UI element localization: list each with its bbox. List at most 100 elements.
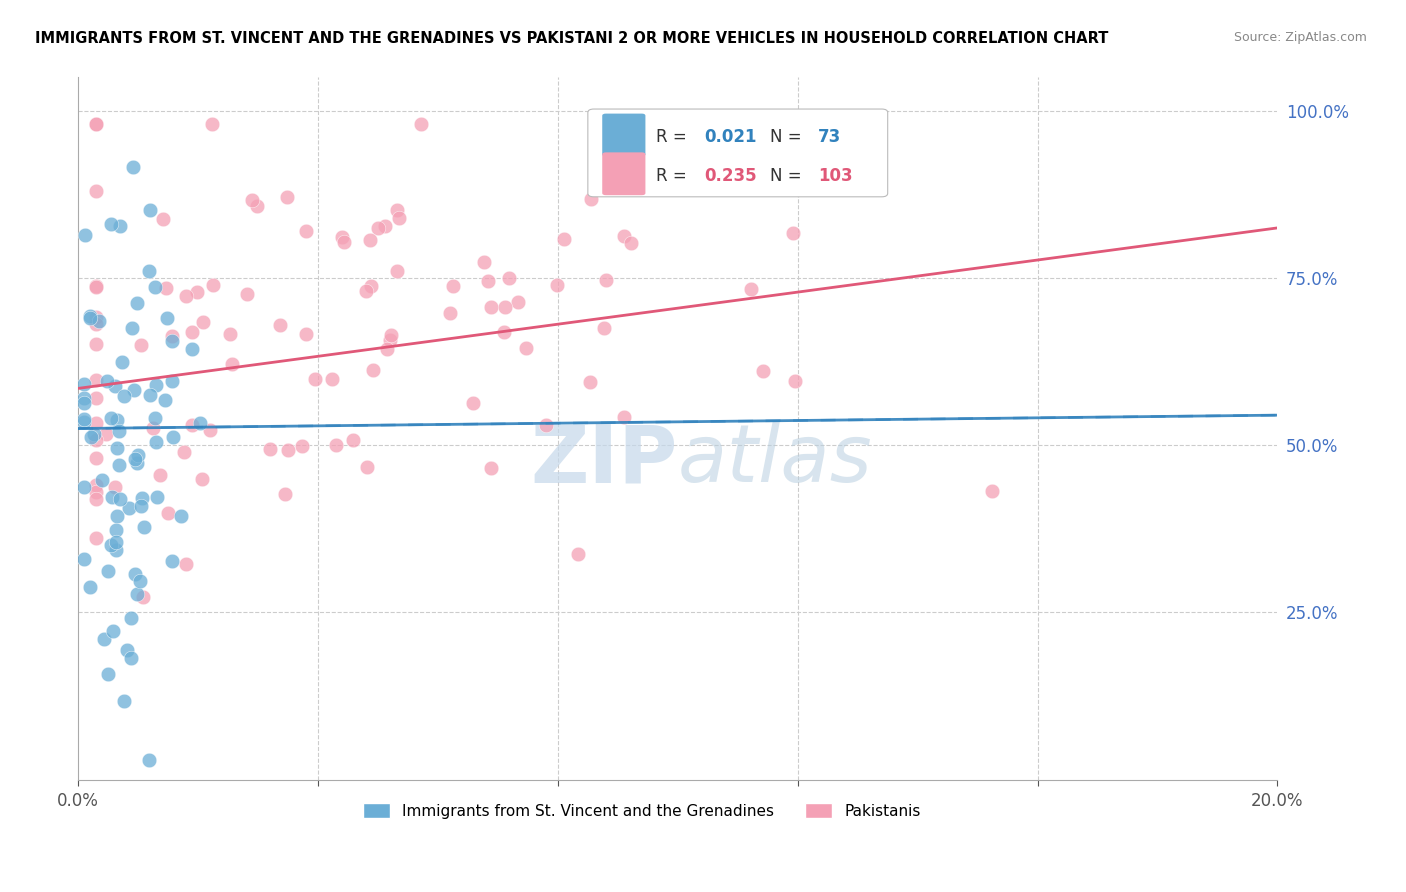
Point (79, 310, 101, 325)
Point (388, 211, 411, 225)
Point (374, 219, 396, 233)
Point (105, 542, 128, 557)
Point (121, 160, 143, 174)
Point (354, 284, 377, 298)
Point (100, 538, 122, 552)
Point (553, 232, 575, 246)
Point (325, 438, 347, 452)
Point (276, 190, 298, 204)
Point (90, 473, 112, 487)
Point (494, 325, 516, 339)
Point (779, 152, 801, 166)
Point (200, 423, 222, 437)
Point (84, 279, 107, 293)
Point (104, 379, 127, 393)
Point (221, 357, 243, 371)
Point (181, 417, 204, 432)
Point (174, 289, 197, 303)
Text: N =: N = (770, 128, 807, 145)
Point (84, 184, 107, 198)
Point (170, 509, 193, 524)
Point (479, 300, 502, 314)
Point (84, 450, 107, 465)
FancyBboxPatch shape (602, 153, 645, 195)
Point (105, 509, 128, 524)
Text: atlas: atlas (678, 421, 873, 500)
Point (613, 409, 636, 424)
Point (101, 490, 124, 504)
Point (385, 203, 408, 218)
Point (145, 378, 167, 392)
Point (84, 391, 107, 405)
Point (84, 373, 107, 387)
Text: 103: 103 (818, 167, 853, 185)
Point (342, 434, 364, 448)
Point (73, 391, 96, 405)
Point (84, 310, 107, 324)
Point (157, 506, 180, 520)
Point (79, 580, 101, 594)
Point (181, 343, 204, 357)
Point (295, 327, 318, 342)
Point (752, 364, 775, 378)
Point (138, 388, 160, 402)
Point (83, 426, 105, 441)
Point (546, 278, 568, 293)
Point (101, 624, 124, 638)
Point (579, 192, 602, 206)
Point (156, 310, 179, 325)
Text: N =: N = (770, 167, 807, 185)
Point (274, 487, 297, 501)
Point (218, 326, 240, 341)
Point (118, 501, 141, 516)
Point (359, 233, 381, 247)
Point (740, 282, 762, 296)
Point (97, 564, 120, 578)
Point (105, 412, 128, 426)
Point (380, 327, 402, 342)
Point (783, 374, 806, 388)
Point (84, 336, 107, 351)
Point (356, 459, 378, 474)
Point (304, 372, 326, 386)
Point (508, 295, 530, 310)
Point (121, 321, 143, 335)
Point (441, 278, 464, 293)
Point (409, 117, 432, 131)
Point (461, 395, 484, 409)
Point (360, 279, 382, 293)
Point (534, 417, 557, 432)
Text: ZIP: ZIP (530, 421, 678, 500)
Point (269, 318, 291, 333)
Text: Source: ZipAtlas.com: Source: ZipAtlas.com (1233, 31, 1367, 45)
Point (201, 117, 224, 131)
Point (595, 117, 617, 131)
Point (108, 458, 131, 472)
Point (361, 363, 384, 377)
Point (115, 642, 138, 657)
Point (160, 329, 183, 343)
Text: IMMIGRANTS FROM ST. VINCENT AND THE GRENADINES VS PAKISTANI 2 OR MORE VEHICLES I: IMMIGRANTS FROM ST. VINCENT AND THE GREN… (35, 31, 1108, 46)
Point (124, 567, 146, 582)
Point (579, 376, 602, 390)
Point (190, 472, 212, 486)
Point (160, 554, 183, 568)
Point (295, 224, 318, 238)
Point (73, 395, 96, 409)
Point (89, 314, 111, 328)
Point (330, 230, 353, 244)
Point (129, 500, 152, 514)
Point (236, 286, 259, 301)
Point (146, 490, 169, 504)
Point (104, 524, 127, 538)
Point (112, 694, 135, 708)
Point (515, 342, 537, 356)
Point (132, 520, 155, 534)
Point (108, 424, 131, 438)
Point (477, 274, 499, 288)
Point (73, 376, 96, 391)
Point (145, 434, 167, 449)
Point (375, 342, 398, 356)
Point (142, 421, 165, 435)
Point (111, 355, 134, 369)
